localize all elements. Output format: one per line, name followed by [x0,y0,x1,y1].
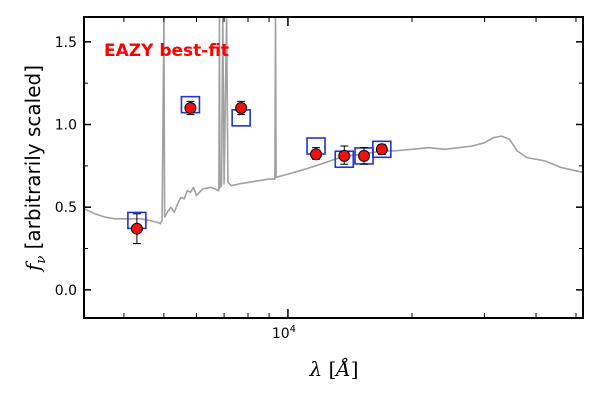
plot-frame [83,16,584,319]
observed-flux-point [235,101,248,114]
model-flux-square [372,140,392,159]
plot-content [84,17,583,245]
y-tick-label: 0.0 [55,283,77,299]
model-spectrum-line [84,17,583,225]
y-tick-label: 1.5 [55,35,77,51]
y-tick-label: 1.0 [55,118,77,134]
observed-flux-point [375,143,388,156]
y-tick-label: 0.5 [55,200,77,216]
annotation-label: EAZY best-fit [104,41,229,61]
observed-flux-point [184,101,197,114]
y-axis-title: fν [arbitrarily scaled] [21,65,49,273]
x-axis-title: λ [Å] [308,356,358,381]
observed-flux-point [338,149,351,162]
observed-flux-point [130,222,143,235]
observed-flux-point [310,148,323,161]
observed-flux-point [358,149,371,162]
